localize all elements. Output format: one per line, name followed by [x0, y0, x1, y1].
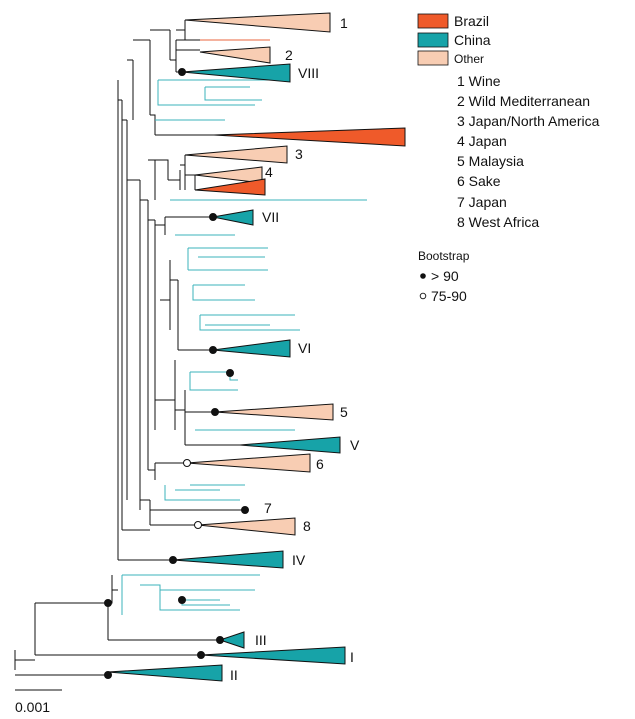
bootstrap-high-node — [104, 671, 112, 679]
clade-label-VI: VI — [298, 340, 311, 356]
legend-swatch-other — [417, 50, 449, 66]
legend: Brazil China Other 1 Wine 2 Wild Mediter… — [417, 13, 600, 304]
bootstrap-high-node — [211, 408, 219, 416]
legend-group-5: 5 Malaysia — [457, 153, 524, 169]
clade-label-II: II — [230, 667, 238, 683]
scale-bar-label: 0.001 — [15, 699, 50, 715]
clade-labels: 1 2 VIII 3 4 VII VI 5 V 6 7 8 IV III I I… — [230, 15, 360, 683]
legend-label-other: Other — [454, 52, 484, 66]
legend-bootstrap-mid-label: 75-90 — [431, 288, 467, 304]
clade-I-triangle — [200, 646, 346, 665]
legend-bootstrap-open-icon — [419, 292, 427, 300]
clade-1-triangle — [184, 12, 331, 33]
bootstrap-mid-node — [194, 521, 202, 529]
legend-bootstrap-high-label: > 90 — [431, 268, 459, 284]
connector-branches — [184, 430, 240, 446]
clade-label-VIII: VIII — [298, 65, 319, 81]
clade-label-V: V — [350, 437, 360, 453]
clade-brazil-triangle — [213, 127, 406, 147]
legend-label-brazil: Brazil — [454, 13, 489, 29]
clade-label-8: 8 — [303, 518, 311, 534]
clade-VIII-triangle — [181, 63, 291, 83]
bootstrap-high-node — [241, 506, 249, 514]
clade-6-triangle — [186, 453, 311, 473]
clade-label-III: III — [255, 632, 267, 648]
clade-label-2: 2 — [285, 47, 293, 63]
bootstrap-high-node — [216, 636, 224, 644]
clade-label-I: I — [350, 649, 354, 665]
bootstrap-high-node — [178, 68, 186, 76]
clade-label-1: 1 — [340, 15, 348, 31]
legend-group-1: 1 Wine — [457, 73, 501, 89]
legend-group-3: 3 Japan/North America — [457, 113, 600, 129]
legend-bootstrap-title: Bootstrap — [418, 249, 470, 263]
legend-swatch-china — [417, 32, 449, 48]
clade-label-IV: IV — [292, 552, 306, 568]
clade-II-triangle — [107, 664, 223, 682]
clade-V-triangle — [239, 436, 341, 454]
bootstrap-high-node — [209, 213, 217, 221]
legend-group-7: 7 Japan — [457, 194, 507, 210]
clade-brazil-small-triangle — [194, 178, 266, 196]
legend-swatch-brazil — [417, 13, 449, 29]
clade-label-7: 7 — [264, 500, 272, 516]
clade-4-triangle — [194, 166, 263, 184]
bootstrap-high-node — [104, 599, 112, 607]
clade-label-5: 5 — [340, 404, 348, 420]
scale-bar: 0.001 — [15, 689, 62, 715]
legend-label-china: China — [454, 32, 491, 48]
clade-IV-triangle — [172, 550, 284, 569]
clade-label-6: 6 — [316, 456, 324, 472]
china-terminal-branches — [121, 79, 367, 615]
clade-5-triangle — [214, 403, 334, 421]
clade-8-triangle — [197, 517, 296, 536]
bootstrap-high-node — [209, 346, 217, 354]
tree-branches — [14, 20, 245, 676]
legend-group-6: 6 Sake — [457, 173, 501, 189]
clade-III-triangle — [218, 631, 245, 649]
bootstrap-high-node — [197, 651, 205, 659]
clade-label-VII: VII — [262, 209, 279, 225]
bootstrap-high-node — [169, 556, 177, 564]
clade-label-3: 3 — [295, 146, 303, 162]
legend-group-2: 2 Wild Mediterranean — [457, 93, 590, 109]
legend-bootstrap-filled-icon — [420, 273, 426, 279]
legend-group-4: 4 Japan — [457, 133, 507, 149]
bootstrap-mid-node — [183, 459, 191, 467]
bootstrap-high-node — [178, 596, 186, 604]
bootstrap-nodes — [104, 68, 249, 679]
clade-VII-triangle — [212, 209, 254, 226]
legend-group-8: 8 West Africa — [457, 214, 539, 230]
collapsed-clades — [107, 12, 406, 682]
bootstrap-high-node — [226, 369, 234, 377]
clade-2-triangle — [199, 46, 271, 64]
clade-3-triangle — [184, 145, 288, 164]
clade-label-4: 4 — [265, 164, 273, 180]
clade-VI-triangle — [212, 339, 291, 358]
